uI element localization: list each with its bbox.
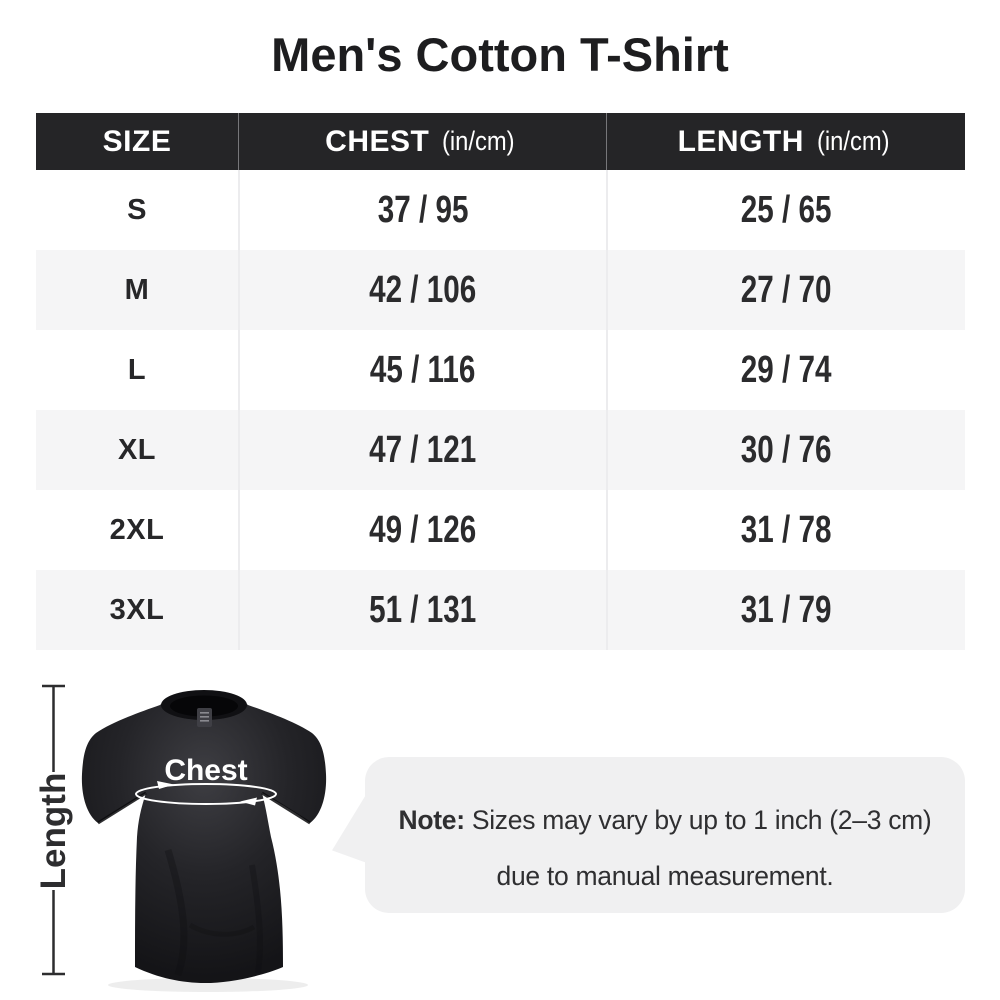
table-row: 2XL 49 / 126 31 / 78	[36, 490, 965, 570]
length-cell: 31 / 79	[606, 570, 965, 650]
note-prefix: Note:	[398, 805, 466, 835]
length-value: 31 / 78	[741, 508, 832, 551]
size-cell: 2XL	[109, 513, 165, 546]
table-header-row: SIZE CHEST (in/cm) LENGTH (in/cm)	[36, 113, 965, 170]
chest-measure-ellipse	[135, 781, 277, 806]
chest-value: 51 / 131	[369, 588, 477, 631]
header-cell-size: SIZE	[36, 113, 238, 170]
note-text-line2: due to manual measurement.	[496, 861, 834, 891]
note-line1-text: Sizes may vary by up to 1 inch (2–3 cm)	[471, 805, 932, 835]
table-row: 3XL 51 / 131 31 / 79	[36, 570, 965, 650]
tshirt-graphic	[81, 690, 327, 983]
size-chart-table: SIZE CHEST (in/cm) LENGTH (in/cm) S 37 /…	[36, 113, 965, 650]
shirt-shadow	[108, 978, 308, 992]
size-cell: L	[127, 353, 147, 386]
header-chest-unit: (in/cm)	[442, 126, 515, 156]
chest-arrow-left-icon	[240, 797, 257, 806]
chest-cell: 42 / 106	[238, 250, 606, 330]
note-bubble: Note: Sizes may vary by up to 1 inch (2–…	[332, 757, 965, 913]
header-cell-chest: CHEST (in/cm)	[238, 113, 606, 170]
header-length-unit: (in/cm)	[816, 126, 890, 156]
header-length-label: LENGTH	[677, 124, 804, 158]
length-label: Length	[34, 772, 73, 890]
page-title: Men's Cotton T-Shirt	[271, 28, 729, 81]
chest-cell: 37 / 95	[238, 170, 606, 250]
length-cell: 27 / 70	[606, 250, 965, 330]
length-value: 27 / 70	[741, 268, 832, 311]
tshirt-diagram: Chest	[42, 684, 327, 992]
chest-value: 42 / 106	[369, 268, 477, 311]
length-measure-line	[42, 684, 65, 976]
table-row: M 42 / 106 27 / 70	[36, 250, 965, 330]
table-row: L 45 / 116 29 / 74	[36, 330, 965, 410]
chest-cell: 47 / 121	[238, 410, 606, 490]
chest-cell: 49 / 126	[238, 490, 606, 570]
note-text-line1: Note: Sizes may vary by up to 1 inch (2–…	[365, 757, 965, 836]
table-row: XL 47 / 121 30 / 76	[36, 410, 965, 490]
table-row: S 37 / 95 25 / 65	[36, 170, 965, 250]
chest-value: 49 / 126	[369, 508, 477, 551]
length-cell: 29 / 74	[606, 330, 965, 410]
header-size-label: SIZE	[102, 124, 172, 158]
length-value: 31 / 79	[741, 588, 832, 631]
length-value: 30 / 76	[741, 428, 832, 471]
chest-cell: 51 / 131	[238, 570, 606, 650]
chest-value: 47 / 121	[369, 428, 477, 471]
chest-cell: 45 / 116	[238, 330, 606, 410]
chest-label: Chest	[164, 754, 247, 787]
header-cell-length: LENGTH (in/cm)	[606, 113, 965, 170]
size-cell: M	[124, 273, 150, 306]
length-cell: 25 / 65	[606, 170, 965, 250]
header-chest-label: CHEST	[325, 124, 430, 158]
length-cell: 31 / 78	[606, 490, 965, 570]
size-cell: 3XL	[109, 593, 165, 626]
chest-value: 45 / 116	[370, 348, 476, 391]
chest-value: 37 / 95	[377, 188, 469, 231]
length-cell: 30 / 76	[606, 410, 965, 490]
length-value: 29 / 74	[741, 348, 832, 391]
length-value: 25 / 65	[741, 188, 832, 231]
chest-arrow-right-icon	[157, 781, 174, 789]
size-cell: XL	[117, 433, 157, 466]
size-cell: S	[127, 193, 147, 226]
